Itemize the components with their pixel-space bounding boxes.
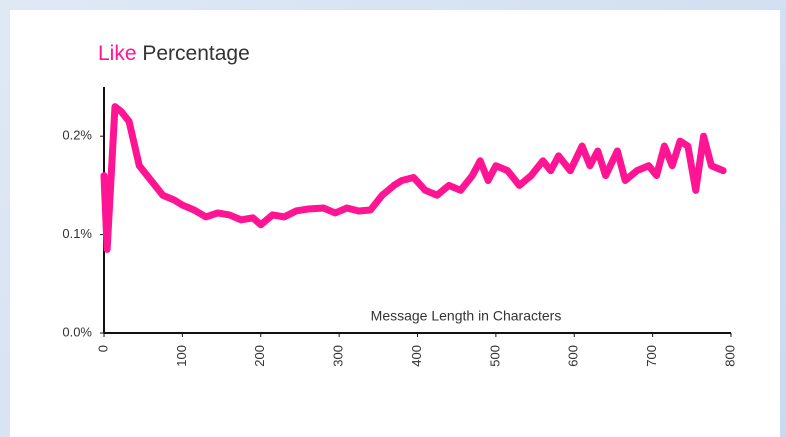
chart-title: Like Percentage <box>98 42 250 65</box>
x-tick-label: 700 <box>644 345 659 367</box>
x-tick-label: 100 <box>174 345 189 367</box>
x-tick-label: 0 <box>95 345 110 352</box>
x-axis-label: Message Length in Characters <box>371 308 562 324</box>
x-tick-label: 300 <box>331 345 346 367</box>
x-tick-label: 600 <box>566 345 581 367</box>
y-tick-label: 0.0% <box>62 324 92 339</box>
panel <box>10 10 780 437</box>
x-tick-label: 200 <box>252 345 267 367</box>
x-tick-label: 400 <box>409 345 424 367</box>
title-rest: Percentage <box>142 42 249 65</box>
y-tick-label: 0.1% <box>62 226 92 241</box>
data-line <box>100 103 727 253</box>
x-tick-label: 800 <box>722 345 737 367</box>
x-tick-label: 500 <box>487 345 502 367</box>
y-tick-label: 0.2% <box>62 128 92 143</box>
title-highlight: Like <box>98 42 137 65</box>
